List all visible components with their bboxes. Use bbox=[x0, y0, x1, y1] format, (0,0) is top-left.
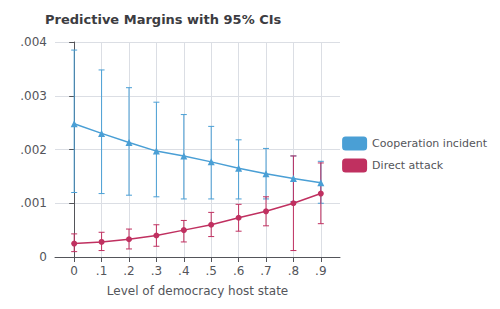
svg-text:.002: .002 bbox=[20, 143, 47, 157]
svg-text:.8: .8 bbox=[288, 264, 299, 278]
svg-text:.4: .4 bbox=[178, 264, 189, 278]
svg-text:Predictive Margins with 95% CI: Predictive Margins with 95% CIs bbox=[45, 12, 282, 27]
svg-text:.004: .004 bbox=[20, 35, 47, 49]
svg-text:.6: .6 bbox=[233, 264, 244, 278]
svg-text:.3: .3 bbox=[151, 264, 162, 278]
svg-text:.7: .7 bbox=[260, 264, 271, 278]
svg-text:0: 0 bbox=[70, 264, 78, 278]
svg-text:.5: .5 bbox=[205, 264, 216, 278]
svg-text:.001: .001 bbox=[20, 196, 47, 210]
svg-text:0: 0 bbox=[39, 250, 47, 264]
svg-text:Direct attack: Direct attack bbox=[372, 159, 444, 172]
svg-text:.2: .2 bbox=[123, 264, 134, 278]
svg-text:Cooperation incident: Cooperation incident bbox=[372, 137, 488, 150]
svg-text:.9: .9 bbox=[315, 264, 326, 278]
svg-text:.003: .003 bbox=[20, 89, 47, 103]
svg-text:Level of democracy host state: Level of democracy host state bbox=[107, 284, 288, 298]
svg-text:.1: .1 bbox=[96, 264, 107, 278]
